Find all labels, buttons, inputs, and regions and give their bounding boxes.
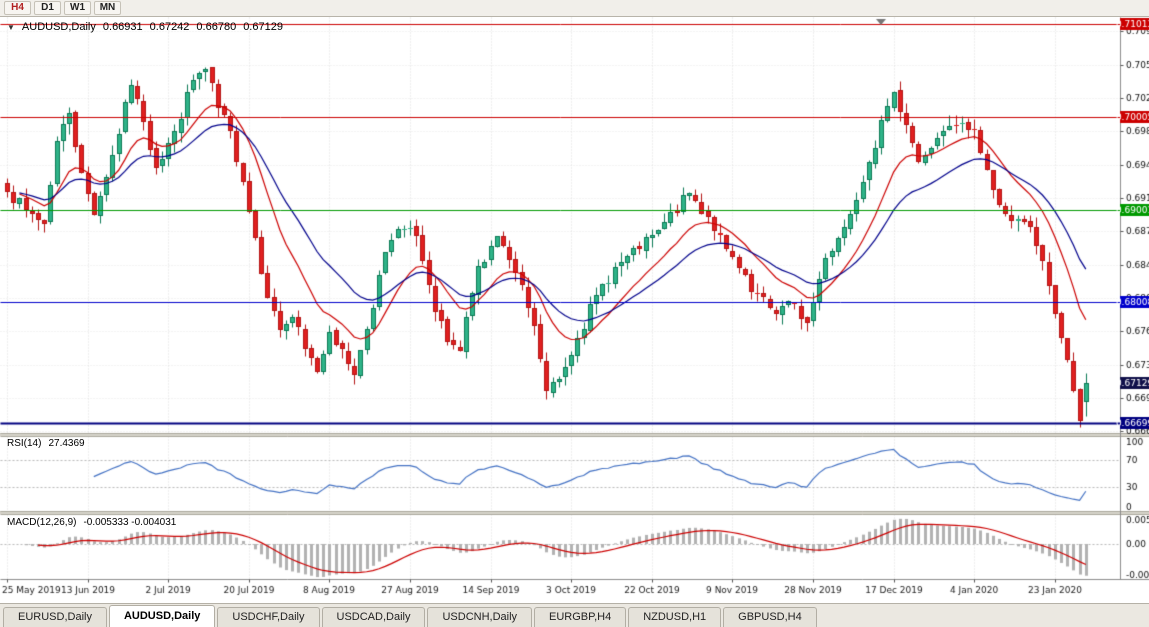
timeframe-button-mn[interactable]: MN [94,1,121,15]
ohlc-close: 0.67129 [243,21,283,33]
tab-usdcnh-daily[interactable]: USDCNH,Daily [427,607,533,627]
macd-indicator-label: MACD(12,26,9) -0.005333 -0.004031 [7,517,176,528]
tab-usdchf-daily[interactable]: USDCHF,Daily [217,607,320,627]
rsi-value: 27.4369 [48,438,85,449]
ohlc-low: 0.66780 [196,21,237,33]
timeframe-button-w1[interactable]: W1 [64,1,91,15]
chart-region: ▼ AUDUSD,Daily 0.66931 0.67242 0.66780 0… [0,17,1149,603]
ohlc-open: 0.66931 [102,21,143,33]
macd-name: MACD(12,26,9) [7,517,77,528]
ohlc-high: 0.67242 [149,21,190,33]
tab-eurgbp-h4[interactable]: EURGBP,H4 [534,607,627,627]
chart-tab-bar: EURUSD,Daily AUDUSD,Daily USDCHF,Daily USDC… [0,603,1149,627]
rsi-indicator-label: RSI(14) 27.4369 [7,438,85,449]
tab-usdcad-daily[interactable]: USDCAD,Daily [321,607,426,627]
tab-gbpusd-h4[interactable]: GBPUSD,H4 [723,607,817,627]
price-chart-canvas[interactable] [0,17,1149,603]
timeframe-button-d1[interactable]: D1 [34,1,61,15]
tab-nzdusd-h1[interactable]: NZDUSD,H1 [628,607,722,627]
symbol-timeframe-label: AUDUSD,Daily [21,21,96,33]
tab-eurusd-daily[interactable]: EURUSD,Daily [3,607,107,627]
macd-value: -0.005333 -0.004031 [83,517,177,528]
chart-info-label: ▼ AUDUSD,Daily 0.66931 0.67242 0.66780 0… [7,21,283,33]
timeframe-button-h4[interactable]: H4 [4,1,31,15]
tab-audusd-daily[interactable]: AUDUSD,Daily [108,605,216,627]
rsi-name: RSI(14) [7,438,42,449]
indicator-dropdown-icon[interactable]: ▼ [7,23,15,32]
timeframe-toolbar: H4 D1 W1 MN [0,0,1149,17]
